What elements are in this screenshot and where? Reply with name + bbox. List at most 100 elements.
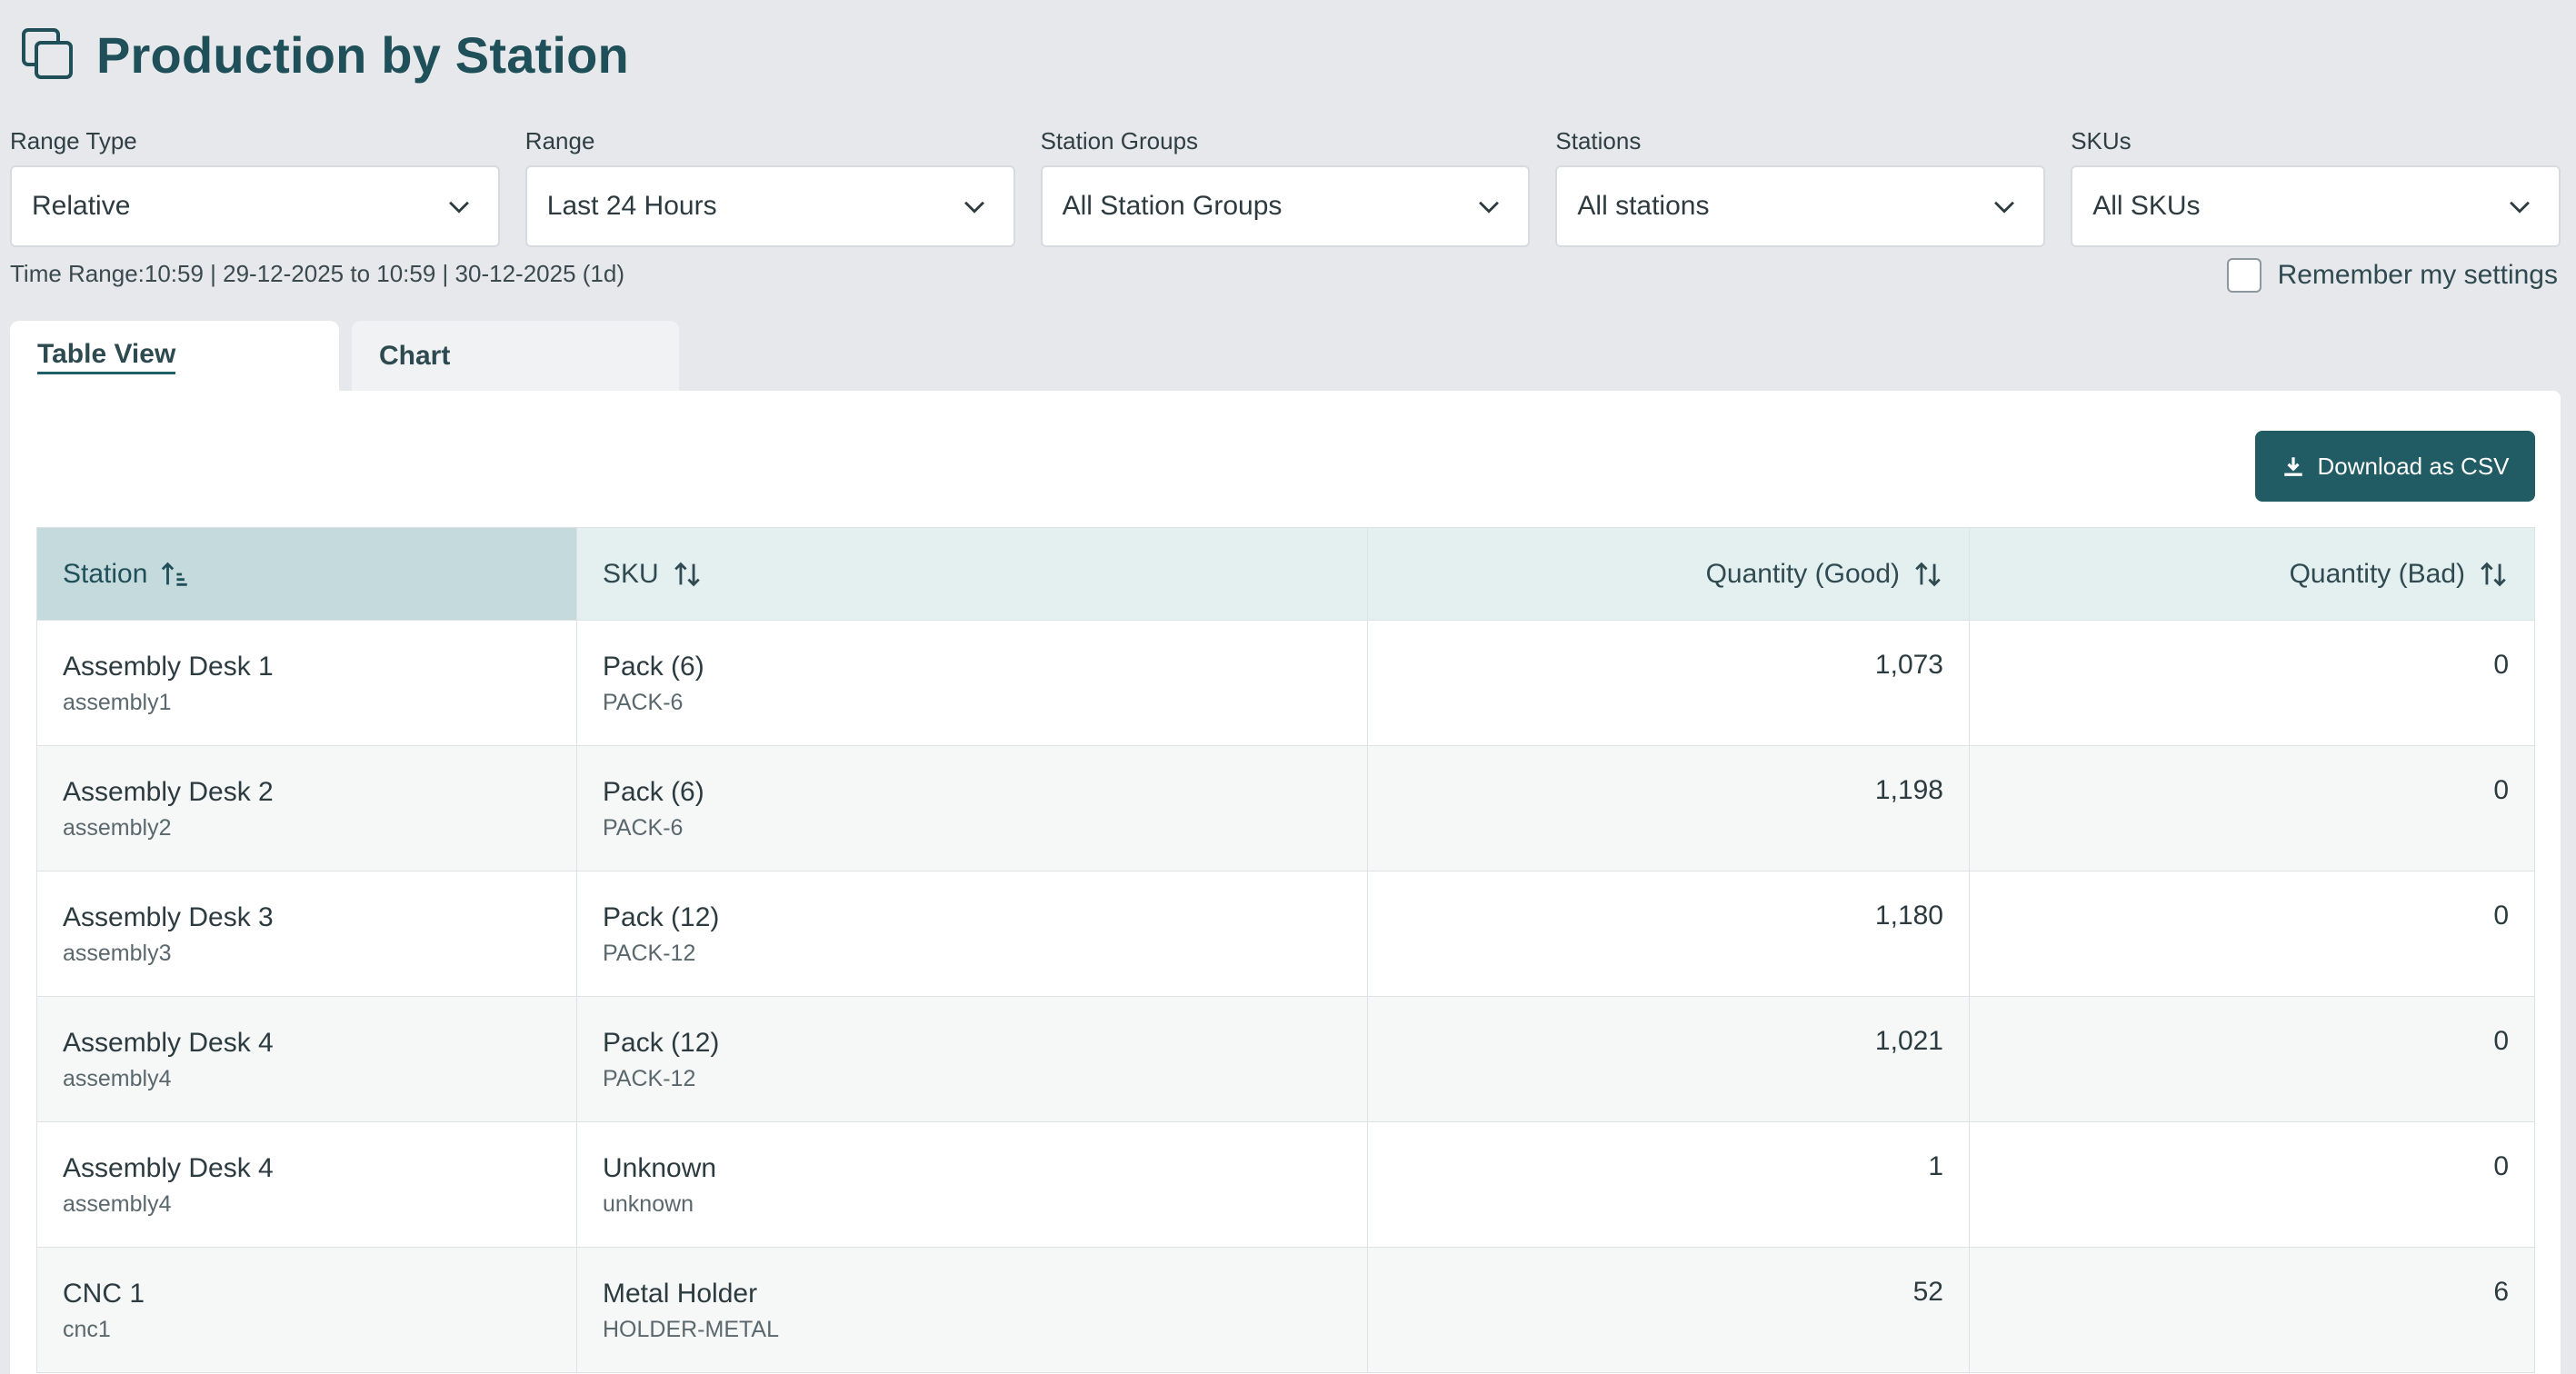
view-tabs: Table View Chart	[10, 321, 679, 392]
sku-name: Pack (6)	[603, 651, 704, 682]
quantity-bad-cell: 0	[1969, 1121, 2535, 1248]
quantity-good-cell: 52	[1367, 1247, 1970, 1373]
table-header-row: Station SKU	[36, 527, 2535, 621]
column-header-label: Quantity (Good)	[1705, 558, 1900, 589]
tab-chart[interactable]: Chart	[352, 321, 679, 392]
sku-code: unknown	[603, 1190, 694, 1217]
sku-cell: Pack (12) PACK-12	[576, 996, 1368, 1122]
column-header-label: Quantity (Bad)	[2289, 558, 2465, 589]
column-header-sku[interactable]: SKU	[576, 527, 1368, 621]
sku-code: HOLDER-METAL	[603, 1316, 780, 1342]
station-name: CNC 1	[63, 1278, 145, 1309]
page-header: Production by Station	[20, 20, 629, 89]
station-name: Assembly Desk 1	[63, 651, 274, 682]
chevron-down-icon	[964, 201, 984, 214]
column-header-quantity-bad[interactable]: Quantity (Bad)	[1969, 527, 2535, 621]
sku-name: Unknown	[603, 1152, 717, 1183]
station-id: assembly4	[63, 1190, 172, 1217]
table-panel: Download as CSV Station	[10, 391, 2561, 1374]
station-cell: CNC 1 cnc1	[36, 1247, 577, 1373]
tab-label: Table View	[37, 339, 176, 374]
sort-ascending-icon	[162, 562, 188, 586]
download-csv-button[interactable]: Download as CSV	[2255, 431, 2535, 502]
quantity-bad-cell: 0	[1969, 745, 2535, 871]
filter-label: Station Groups	[1040, 127, 1199, 154]
download-csv-label: Download as CSV	[2317, 452, 2510, 480]
remember-settings-checkbox[interactable]	[2226, 258, 2261, 293]
download-icon	[2283, 457, 2302, 476]
station-id: assembly4	[63, 1065, 172, 1091]
table-row: Assembly Desk 2 assembly2 Pack (6) PACK-…	[36, 745, 2535, 871]
range-type-filter: Range Type Relative	[10, 125, 500, 247]
filter-label: Range	[524, 127, 595, 154]
station-id: assembly2	[63, 814, 172, 841]
station-name: Assembly Desk 3	[63, 901, 274, 932]
skus-filter: SKUs All SKUs	[2071, 125, 2561, 247]
select-value: All SKUs	[2092, 191, 2201, 221]
sku-cell: Pack (6) PACK-6	[576, 745, 1368, 871]
chevron-down-icon	[1994, 201, 2015, 214]
tab-table-view[interactable]: Table View	[10, 321, 339, 392]
tab-label: Chart	[379, 341, 451, 371]
quantity-good-cell: 1,198	[1367, 745, 1970, 871]
station-cell: Assembly Desk 3 assembly3	[36, 871, 577, 997]
station-name: Assembly Desk 4	[63, 1027, 274, 1058]
sku-name: Metal Holder	[603, 1278, 758, 1309]
production-table: Station SKU	[36, 527, 2535, 1373]
filter-label: Range Type	[10, 127, 137, 154]
filter-label: Stations	[1555, 127, 1642, 154]
station-cell: Assembly Desk 4 assembly4	[36, 1121, 577, 1248]
select-value: Last 24 Hours	[546, 191, 717, 221]
station-cell: Assembly Desk 4 assembly4	[36, 996, 577, 1122]
column-header-label: SKU	[603, 558, 659, 589]
station-id: cnc1	[63, 1316, 111, 1342]
select-value: Relative	[32, 191, 131, 221]
table-row: Assembly Desk 3 assembly3 Pack (12) PACK…	[36, 871, 2535, 997]
station-name: Assembly Desk 4	[63, 1152, 274, 1183]
sku-cell: Pack (6) PACK-6	[576, 620, 1368, 746]
sort-icon	[674, 562, 700, 586]
sku-name: Pack (12)	[603, 1027, 720, 1058]
sort-icon	[1915, 562, 1941, 586]
copy-icon	[22, 28, 73, 79]
quantity-good-cell: 1,180	[1367, 871, 1970, 997]
range-select[interactable]: Last 24 Hours	[524, 165, 1015, 247]
skus-select[interactable]: All SKUs	[2071, 165, 2561, 247]
station-groups-filter: Station Groups All Station Groups	[1040, 125, 1531, 247]
station-id: assembly1	[63, 689, 172, 715]
chevron-down-icon	[2510, 201, 2530, 214]
remember-settings-label: Remember my settings	[2277, 260, 2558, 290]
select-value: All stations	[1577, 191, 1710, 221]
column-header-quantity-good[interactable]: Quantity (Good)	[1367, 527, 1970, 621]
sku-name: Pack (12)	[603, 901, 720, 932]
chevron-down-icon	[1479, 201, 1500, 214]
remember-settings[interactable]: Remember my settings	[2226, 258, 2558, 293]
sku-code: PACK-12	[603, 940, 696, 966]
table-row: CNC 1 cnc1 Metal Holder HOLDER-METAL 52 …	[36, 1247, 2535, 1373]
station-cell: Assembly Desk 1 assembly1	[36, 620, 577, 746]
station-name: Assembly Desk 2	[63, 776, 274, 807]
sku-code: PACK-6	[603, 814, 684, 841]
stations-select[interactable]: All stations	[1555, 165, 2046, 247]
filter-label: SKUs	[2071, 127, 2132, 154]
quantity-good-cell: 1	[1367, 1121, 1970, 1248]
time-range-text: Time Range:10:59 | 29-12-2025 to 10:59 |…	[10, 260, 624, 287]
sku-cell: Metal Holder HOLDER-METAL	[576, 1247, 1368, 1373]
table-row: Assembly Desk 4 assembly4 Pack (12) PACK…	[36, 996, 2535, 1122]
select-value: All Station Groups	[1062, 191, 1283, 221]
sku-code: PACK-12	[603, 1065, 696, 1091]
quantity-bad-cell: 0	[1969, 871, 2535, 997]
range-type-select[interactable]: Relative	[10, 165, 500, 247]
station-cell: Assembly Desk 2 assembly2	[36, 745, 577, 871]
sku-cell: Pack (12) PACK-12	[576, 871, 1368, 997]
quantity-bad-cell: 6	[1969, 1247, 2535, 1373]
table-row: Assembly Desk 4 assembly4 Unknown unknow…	[36, 1121, 2535, 1248]
chevron-down-icon	[448, 201, 469, 214]
column-header-station[interactable]: Station	[36, 527, 577, 621]
range-filter: Range Last 24 Hours	[524, 125, 1015, 247]
quantity-bad-cell: 0	[1969, 620, 2535, 746]
station-groups-select[interactable]: All Station Groups	[1040, 165, 1531, 247]
filter-bar: Range Type Relative Range Last 24 Hours …	[10, 125, 2561, 247]
sku-code: PACK-6	[603, 689, 684, 715]
